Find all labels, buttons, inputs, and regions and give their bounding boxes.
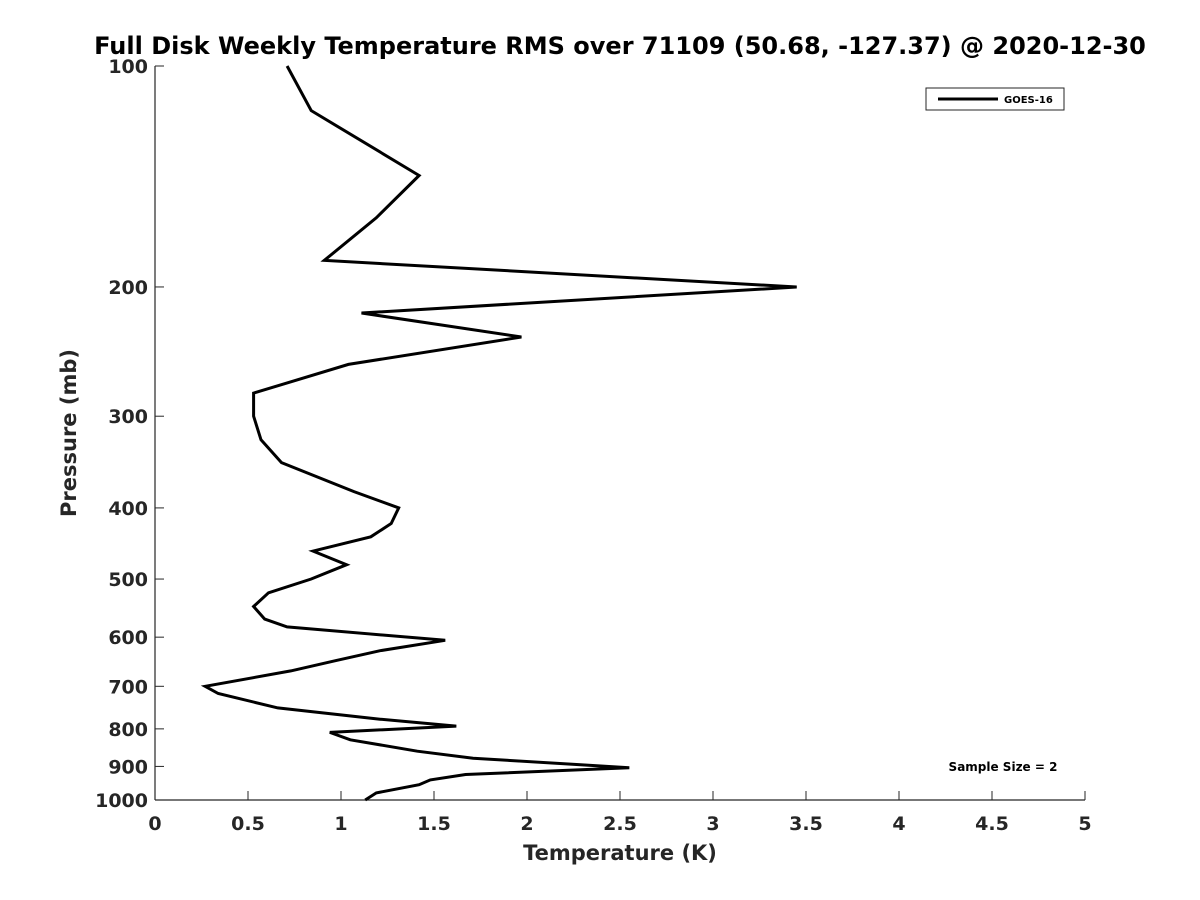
y-tick-label: 500 [108, 569, 148, 591]
y-tick-label: 300 [108, 406, 148, 428]
y-tick-label: 100 [108, 56, 148, 78]
legend-label-goes-16: GOES-16 [1004, 95, 1053, 106]
y-tick-label: 700 [108, 676, 148, 698]
x-tick-label: 3.5 [789, 813, 823, 835]
y-tick-label: 200 [108, 277, 148, 299]
y-axis-ticks: 100 200 300 400 500 600 700 800 900 1000 [95, 56, 164, 812]
x-tick-label: 5 [1078, 813, 1091, 835]
x-tick-label: 1.5 [417, 813, 451, 835]
x-axis-ticks: 0 0.5 1 1.5 2 2.5 3 3.5 4 4.5 5 [148, 791, 1092, 835]
sample-size-annotation: Sample Size = 2 [949, 760, 1058, 774]
y-tick-label: 600 [108, 627, 148, 649]
y-tick-label: 1000 [95, 790, 148, 812]
x-tick-label: 2.5 [603, 813, 637, 835]
x-tick-label: 0 [148, 813, 161, 835]
x-tick-label: 4 [892, 813, 905, 835]
chart-title: Full Disk Weekly Temperature RMS over 71… [94, 32, 1146, 60]
x-tick-label: 0.5 [231, 813, 265, 835]
y-tick-label: 900 [108, 756, 148, 778]
y-axis-label: Pressure (mb) [57, 349, 81, 517]
axes [154, 66, 1085, 801]
series-layer [200, 65, 797, 802]
x-tick-label: 4.5 [975, 813, 1009, 835]
x-axis-label: Temperature (K) [523, 841, 717, 865]
y-tick-label: 800 [108, 719, 148, 741]
legend: GOES-16 [925, 87, 1065, 111]
x-tick-label: 3 [706, 813, 719, 835]
series-line-goes-16 [200, 65, 797, 802]
x-tick-label: 1 [334, 813, 347, 835]
y-tick-label: 400 [108, 498, 148, 520]
x-tick-label: 2 [520, 813, 533, 835]
